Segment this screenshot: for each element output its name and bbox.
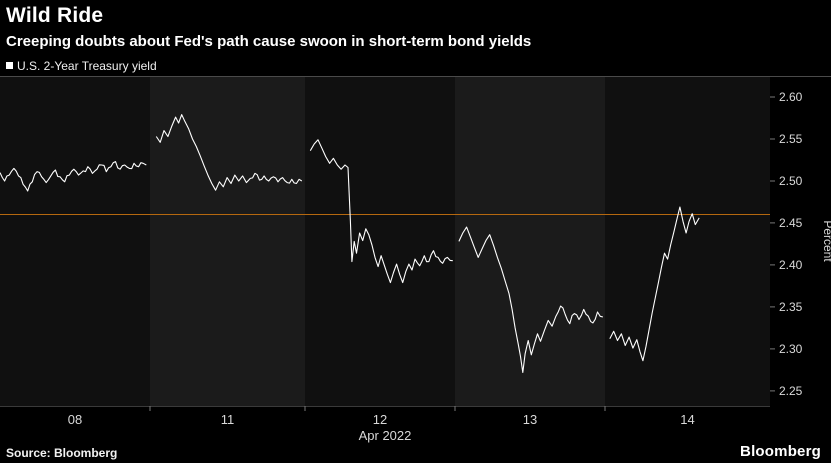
chart-area: 2.60 2.55 2.50 2.45 2.40 2.35 2.30 2.25 Percent 0… — [0, 76, 831, 446]
y-tick-label: 2.40 — [779, 258, 803, 272]
y-tick-label: 2.45 — [779, 216, 803, 230]
x-tick-label: 13 — [523, 412, 537, 427]
x-tick-label: 14 — [680, 412, 694, 427]
session-band-13 — [455, 76, 605, 406]
yield-line — [309, 139, 453, 284]
session-band-08 — [0, 76, 150, 406]
y-tick-label: 2.35 — [779, 300, 803, 314]
chart-subtitle: Creeping doubts about Fed's path cause s… — [6, 33, 532, 50]
chart-svg: 2.60 2.55 2.50 2.45 2.40 2.35 2.30 2.25 Percent 0… — [0, 76, 831, 443]
x-tick-label: 12 — [373, 412, 387, 427]
session-band-14 — [605, 76, 770, 406]
page-title: Wild Ride — [6, 4, 104, 27]
y-tick-label: 2.55 — [779, 132, 803, 146]
bloomberg-logo: Bloomberg — [740, 443, 821, 460]
legend-marker-icon — [6, 62, 13, 69]
y-tick-label: 2.30 — [779, 342, 803, 356]
y-tick-label: 2.25 — [779, 384, 803, 398]
session-band-11 — [150, 76, 305, 406]
chart-header: Wild Ride Creeping doubts about Fed's pa… — [0, 0, 831, 51]
yield-line — [155, 114, 303, 191]
y-axis-title: Percent — [821, 220, 831, 262]
session-band-12 — [305, 76, 455, 406]
yield-line — [609, 206, 700, 362]
yield-line — [458, 226, 604, 373]
chart-legend: U.S. 2-Year Treasury yield — [6, 58, 831, 73]
y-tick-label: 2.50 — [779, 174, 803, 188]
x-tick-label: 11 — [221, 412, 235, 427]
yield-line — [0, 161, 147, 192]
legend-label: U.S. 2-Year Treasury yield — [17, 58, 157, 73]
x-tick-label: 08 — [68, 412, 82, 427]
chart-footer: Source: Bloomberg Bloomberg — [0, 443, 831, 463]
source-attribution: Source: Bloomberg — [6, 446, 118, 460]
y-tick-label: 2.60 — [779, 90, 803, 104]
x-axis-title: Apr 2022 — [359, 428, 412, 443]
